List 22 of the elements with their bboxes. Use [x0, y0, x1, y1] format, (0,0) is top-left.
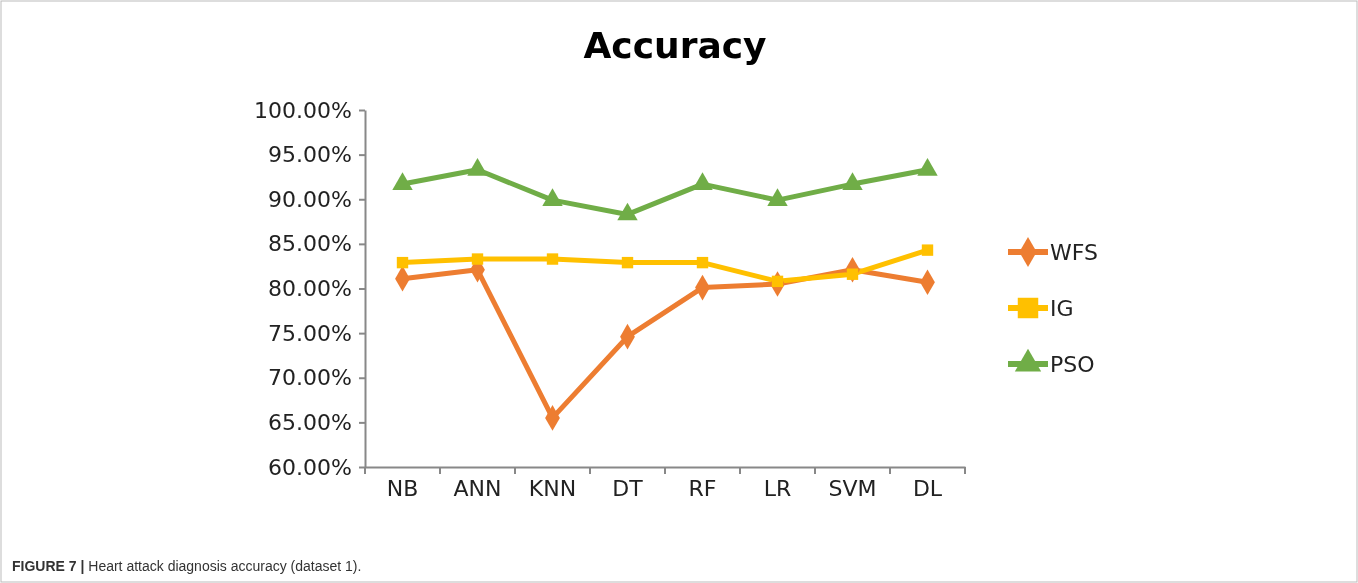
x-tick-label: NB	[386, 476, 419, 502]
x-tick-label: RF	[688, 476, 717, 502]
x-tick-label: DT	[612, 476, 644, 502]
legend-label: IG	[1050, 296, 1074, 321]
x-tick-label: KNN	[528, 476, 577, 502]
chart-title: Accuracy	[583, 25, 767, 66]
y-tick-label: 70.00%	[268, 365, 352, 391]
x-tick-label: ANN	[453, 476, 502, 502]
caption: FIGURE 7 | Heart attack diagnosis accuracy (dataset 1).	[12, 558, 362, 574]
y-tick-label: 60.00%	[268, 454, 352, 480]
y-tick-label: 80.00%	[268, 276, 352, 302]
legend-label: WFS	[1050, 240, 1098, 265]
x-tick-label: SVM	[828, 476, 877, 502]
y-tick-label: 75.00%	[268, 320, 352, 346]
legend-label: PSO	[1050, 352, 1095, 377]
y-tick-label: 95.00%	[268, 142, 352, 168]
x-tick-label: DL	[912, 476, 943, 502]
y-tick-label: 100.00%	[254, 97, 352, 123]
y-tick-label: 90.00%	[268, 186, 352, 212]
y-tick-label: 85.00%	[268, 231, 352, 257]
y-tick-label: 65.00%	[268, 409, 352, 435]
x-tick-label: LR	[763, 476, 792, 502]
